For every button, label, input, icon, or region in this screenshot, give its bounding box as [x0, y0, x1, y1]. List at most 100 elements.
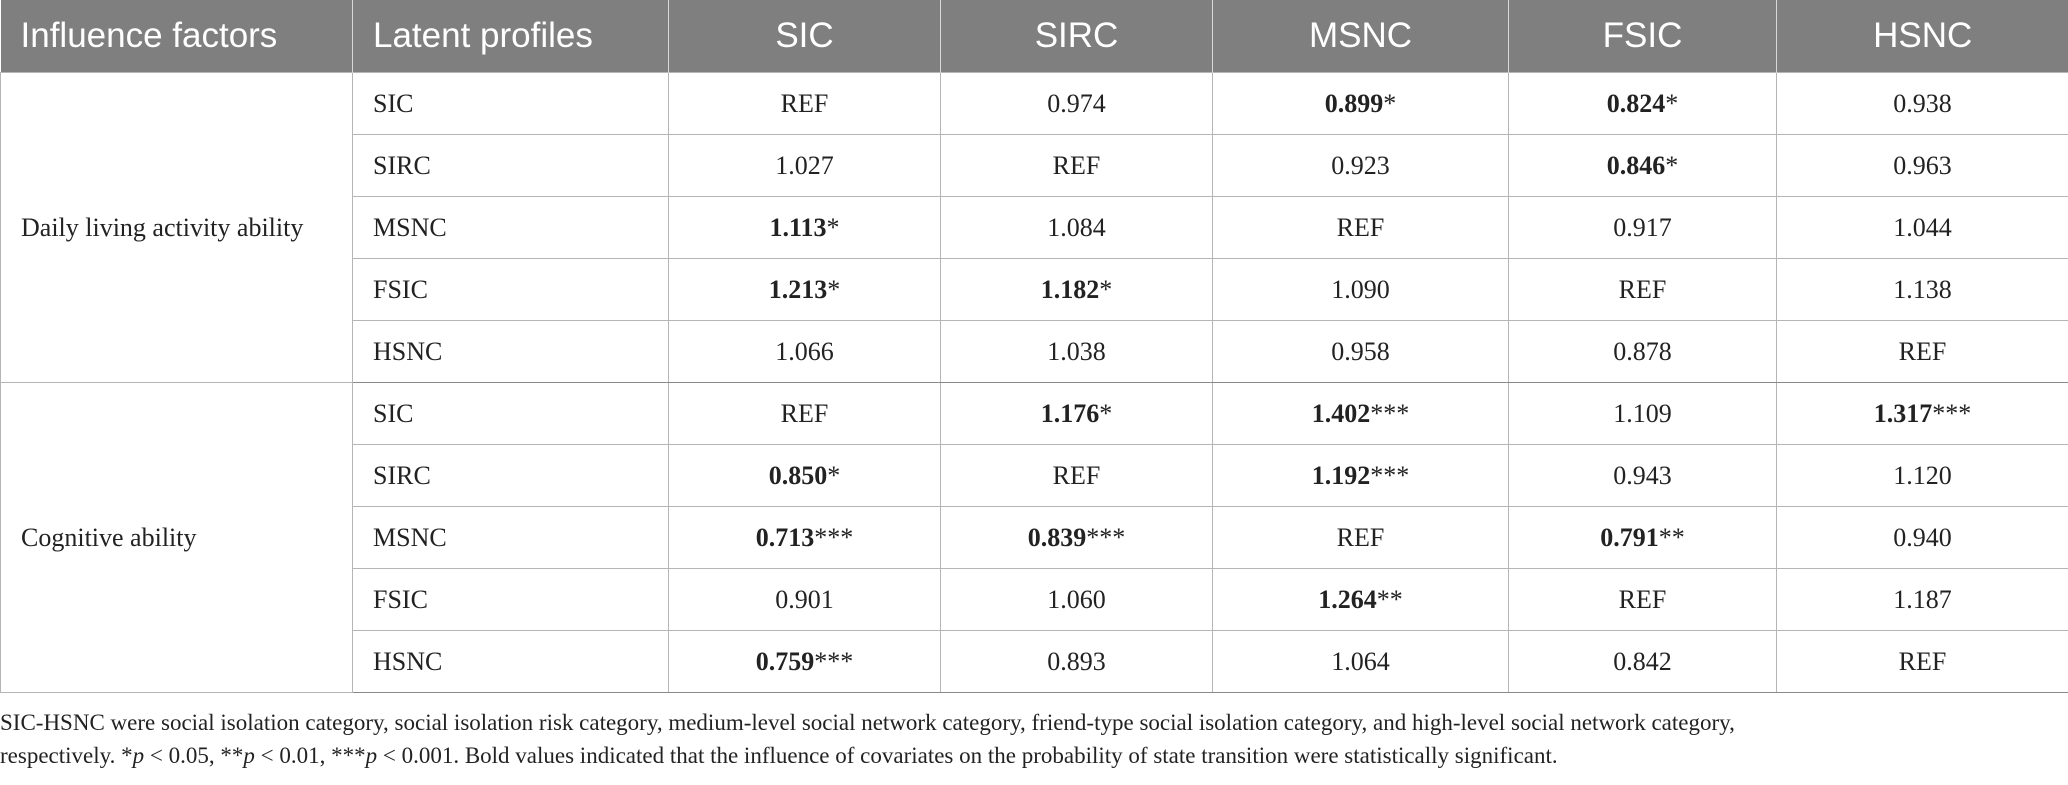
- value-cell: 0.923: [1212, 134, 1509, 197]
- significance-mark: **: [1658, 522, 1685, 552]
- value-cell: REF: [1776, 320, 2068, 383]
- cell-value: 1.090: [1331, 274, 1390, 304]
- latent-profile-cell: MSNC: [352, 196, 669, 259]
- cell-value: 0.846: [1606, 150, 1666, 180]
- significance-mark: ***: [1370, 460, 1410, 490]
- cell-value: 1.317: [1873, 398, 1933, 428]
- value-cell: 1.113*: [668, 196, 941, 259]
- header-hsnc: HSNC: [1776, 0, 2068, 73]
- cell-value: 0.842: [1613, 646, 1672, 676]
- significance-mark: ***: [814, 522, 854, 552]
- value-cell: 1.109: [1508, 382, 1777, 445]
- header-msnc: MSNC: [1212, 0, 1509, 73]
- value-cell: 1.317***: [1776, 382, 2068, 445]
- significance-mark: *: [1665, 150, 1679, 180]
- significance-mark: ***: [1932, 398, 1972, 428]
- value-cell: 0.878: [1508, 320, 1777, 383]
- table-row: SIRC 0.850* REF 1.192*** 0.943 1.120: [1, 444, 2068, 507]
- value-cell: 0.846*: [1508, 134, 1777, 197]
- cell-value: 0.963: [1893, 150, 1952, 180]
- value-cell: 1.060: [940, 568, 1213, 631]
- cell-value: 0.850: [768, 460, 828, 490]
- cell-value: 0.974: [1047, 88, 1106, 118]
- latent-profile-cell: HSNC: [352, 630, 669, 693]
- value-cell: 1.176*: [940, 382, 1213, 445]
- cell-value: 1.120: [1893, 460, 1952, 490]
- cell-value: REF: [1618, 274, 1667, 304]
- table-row: Daily living activity ability SIC REF 0.974…: [0, 72, 2068, 383]
- latent-profile-cell: FSIC: [352, 258, 669, 321]
- value-cell: 1.264**: [1212, 568, 1509, 631]
- cell-value: 1.138: [1893, 274, 1952, 304]
- value-cell: REF: [940, 134, 1213, 197]
- influence-factor-cell: Daily living activity ability: [0, 72, 353, 383]
- footnote-line-1: SIC-HSNC were social isolation category,…: [0, 710, 1735, 735]
- cell-value: REF: [1618, 584, 1667, 614]
- significance-mark: *: [827, 460, 841, 490]
- table-footnote: SIC-HSNC were social isolation category,…: [0, 706, 2060, 772]
- value-cell: REF: [1212, 506, 1509, 569]
- value-cell: 0.759***: [668, 630, 941, 693]
- cell-value: 1.402: [1311, 398, 1371, 428]
- latent-profile-cell: SIRC: [352, 444, 669, 507]
- cell-value: 1.113: [769, 212, 827, 242]
- cell-value: REF: [1336, 212, 1385, 242]
- cell-value: REF: [780, 398, 829, 428]
- cell-value: 0.791: [1600, 522, 1659, 552]
- value-cell: 1.120: [1776, 444, 2068, 507]
- value-cell: 1.192***: [1212, 444, 1509, 507]
- significance-mark: ***: [1086, 522, 1126, 552]
- cell-value: 0.713: [755, 522, 815, 552]
- latent-profile-cell: SIC: [352, 72, 669, 135]
- cell-value: 1.044: [1893, 212, 1952, 242]
- header-sic: SIC: [668, 0, 941, 73]
- header-fsic: FSIC: [1508, 0, 1777, 73]
- value-cell: 1.138: [1776, 258, 2068, 321]
- significance-mark: *: [1099, 398, 1113, 428]
- cell-value: 0.759: [755, 646, 815, 676]
- value-cell: 1.187: [1776, 568, 2068, 631]
- footnote-line-2: respectively. *p < 0.05, **p < 0.01, ***…: [0, 743, 1558, 768]
- value-cell: 1.090: [1212, 258, 1509, 321]
- cell-value: 1.064: [1331, 646, 1390, 676]
- significance-mark: *: [1383, 88, 1397, 118]
- cell-value: 0.824: [1606, 88, 1666, 118]
- cell-value: 0.839: [1027, 522, 1087, 552]
- value-cell: 0.940: [1776, 506, 2068, 569]
- cell-value: 1.038: [1047, 336, 1106, 366]
- value-cell: 1.044: [1776, 196, 2068, 259]
- significance-mark: ***: [814, 646, 854, 676]
- significance-mark: *: [1099, 274, 1113, 304]
- value-cell: 0.713***: [668, 506, 941, 569]
- cell-value: REF: [1336, 522, 1385, 552]
- cell-value: 0.923: [1331, 150, 1390, 180]
- cell-value: 1.027: [775, 150, 834, 180]
- value-cell: 1.182*: [940, 258, 1213, 321]
- cell-value: 0.899: [1324, 88, 1384, 118]
- cell-value: REF: [1898, 646, 1947, 676]
- table-row: HSNC 0.759*** 0.893 1.064 0.842 REF: [1, 630, 2068, 693]
- header-influence-factors: Influence factors: [0, 0, 353, 73]
- value-cell: REF: [1212, 196, 1509, 259]
- value-cell: REF: [1508, 568, 1777, 631]
- significance-mark: *: [826, 212, 840, 242]
- value-cell: 0.842: [1508, 630, 1777, 693]
- value-cell: 0.893: [940, 630, 1213, 693]
- significance-mark: **: [1376, 584, 1403, 614]
- cell-value: 0.938: [1893, 88, 1952, 118]
- cell-value: 0.958: [1331, 336, 1390, 366]
- cell-value: 1.060: [1047, 584, 1106, 614]
- table-body: Daily living activity ability SIC REF 0.974…: [0, 72, 2068, 693]
- cell-value: REF: [1898, 336, 1947, 366]
- value-cell: REF: [668, 72, 941, 135]
- table-header: Influence factors Latent profiles SIC SI…: [0, 0, 2068, 73]
- influence-factor-cell: Cognitive ability: [0, 382, 353, 693]
- header-sirc: SIRC: [940, 0, 1213, 73]
- table-container: Influence factors Latent profiles SIC SI…: [0, 0, 2068, 768]
- value-cell: REF: [668, 382, 941, 445]
- cell-value: 1.084: [1047, 212, 1106, 242]
- cell-value: 0.917: [1613, 212, 1672, 242]
- value-cell: REF: [1508, 258, 1777, 321]
- significance-mark: ***: [1370, 398, 1410, 428]
- significance-mark: *: [1665, 88, 1679, 118]
